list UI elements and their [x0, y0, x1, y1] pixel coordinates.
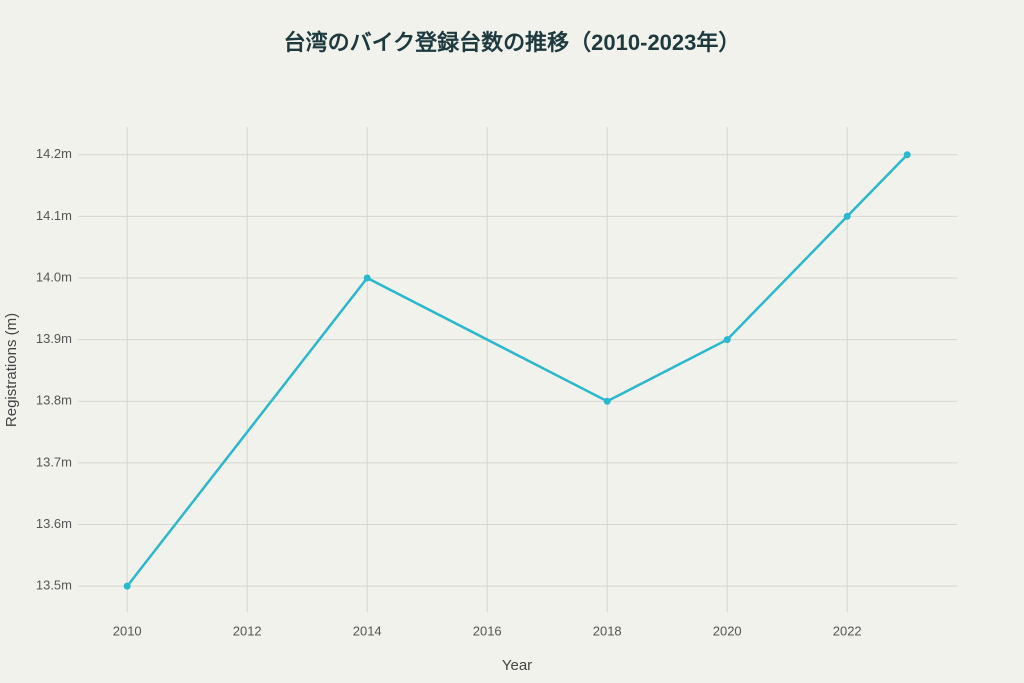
x-tick-label: 2014: [353, 623, 382, 638]
y-tick-label: 13.6m: [36, 516, 72, 531]
y-tick-label: 13.7m: [36, 454, 72, 469]
point: [603, 397, 611, 405]
y-tick-label: 14.1m: [36, 208, 72, 223]
x-tick-label: 2022: [833, 623, 862, 638]
x-tick-label: 2020: [713, 623, 742, 638]
point: [903, 151, 911, 159]
y-tick-label: 13.8m: [36, 393, 72, 408]
x-tick-label: 2018: [593, 623, 622, 638]
point: [723, 336, 731, 344]
y-tick-label: 14.0m: [36, 269, 72, 284]
y-tick-label: 13.5m: [36, 578, 72, 593]
x-axis-title: Year: [502, 657, 532, 674]
x-tick-label: 2010: [113, 623, 142, 638]
chart-title: 台湾のバイク登録台数の推移（2010-2023年）: [284, 30, 741, 55]
y-tick-label: 13.9m: [36, 331, 72, 346]
x-tick-label: 2016: [473, 623, 502, 638]
x-tick-label: 2012: [233, 623, 262, 638]
point: [123, 582, 131, 590]
point: [843, 212, 851, 220]
point: [363, 274, 371, 282]
y-tick-label: 14.2m: [36, 146, 72, 161]
y-axis-title: Registrations (m): [3, 313, 20, 427]
line: [126, 153, 909, 587]
